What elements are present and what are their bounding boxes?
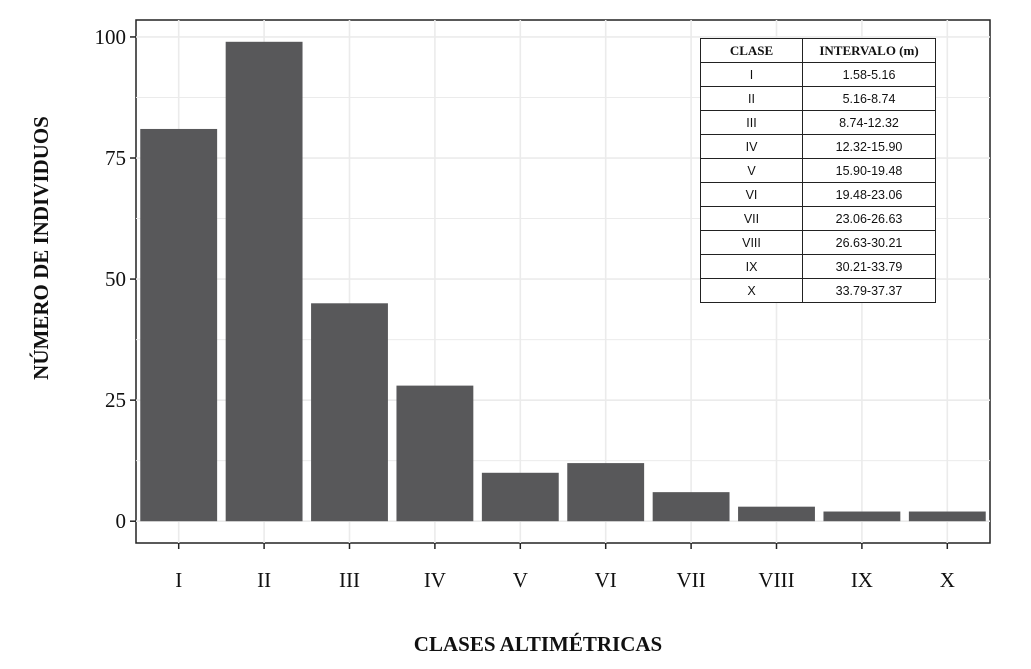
table-row: VIII 26.63-30.21 bbox=[700, 230, 936, 255]
bar-VI bbox=[567, 463, 645, 522]
table-cell-intervalo: 26.63-30.21 bbox=[802, 230, 936, 255]
table-cell-clase: I bbox=[700, 62, 803, 87]
x-tick-label: VI bbox=[595, 568, 617, 592]
table-cell-intervalo: 19.48-23.06 bbox=[802, 182, 936, 207]
table-cell-clase: VIII bbox=[700, 230, 803, 255]
table-row: III 8.74-12.32 bbox=[700, 110, 936, 135]
table-cell-intervalo: 8.74-12.32 bbox=[802, 110, 936, 135]
x-axis: I II III IV V VI VII VIII IX X bbox=[175, 543, 955, 592]
table-header-clase: CLASE bbox=[700, 38, 803, 63]
y-tick-label: 0 bbox=[116, 509, 127, 533]
x-tick-label: VII bbox=[677, 568, 706, 592]
bar-VIII bbox=[738, 506, 815, 522]
table-cell-intervalo: 23.06-26.63 bbox=[802, 206, 936, 231]
table-row: II 5.16-8.74 bbox=[700, 86, 936, 111]
table-header-intervalo: INTERVALO (m) bbox=[802, 38, 936, 63]
table-row: IV 12.32-15.90 bbox=[700, 134, 936, 159]
y-axis-title: NÚMERO DE INDIVIDUOS bbox=[29, 116, 53, 380]
y-axis: 0 25 50 75 100 bbox=[95, 25, 136, 533]
bar-II bbox=[225, 41, 303, 522]
y-tick-label: 75 bbox=[105, 146, 126, 170]
x-tick-label: IV bbox=[424, 568, 446, 592]
table-cell-intervalo: 33.79-37.37 bbox=[802, 278, 936, 303]
x-tick-label: III bbox=[339, 568, 360, 592]
bars bbox=[140, 41, 986, 522]
table-cell-clase: VI bbox=[700, 182, 803, 207]
table-cell-clase: X bbox=[700, 278, 803, 303]
table-cell-clase: III bbox=[700, 110, 803, 135]
bar-VII bbox=[652, 492, 730, 522]
x-tick-label: VIII bbox=[758, 568, 794, 592]
table-header-row: CLASE INTERVALO (m) bbox=[700, 38, 936, 63]
bar-X bbox=[908, 511, 986, 522]
x-tick-label: V bbox=[513, 568, 528, 592]
x-axis-title: CLASES ALTIMÉTRICAS bbox=[414, 632, 662, 656]
x-tick-label: X bbox=[940, 568, 955, 592]
table-row: VI 19.48-23.06 bbox=[700, 182, 936, 207]
bar-IV bbox=[396, 385, 474, 522]
bar-I bbox=[140, 128, 218, 522]
table-cell-intervalo: 5.16-8.74 bbox=[802, 86, 936, 111]
x-tick-label: IX bbox=[851, 568, 873, 592]
bar-IX bbox=[823, 511, 901, 522]
x-tick-label: I bbox=[175, 568, 182, 592]
table-cell-intervalo: 12.32-15.90 bbox=[802, 134, 936, 159]
table-cell-clase: IV bbox=[700, 134, 803, 159]
table-row: V 15.90-19.48 bbox=[700, 158, 936, 183]
table-cell-intervalo: 15.90-19.48 bbox=[802, 158, 936, 183]
table-row: X 33.79-37.37 bbox=[700, 278, 936, 303]
table-row: IX 30.21-33.79 bbox=[700, 254, 936, 279]
bar-V bbox=[481, 472, 559, 522]
table-cell-intervalo: 30.21-33.79 bbox=[802, 254, 936, 279]
table-row: VII 23.06-26.63 bbox=[700, 206, 936, 231]
table-cell-clase: V bbox=[700, 158, 803, 183]
table-cell-clase: VII bbox=[700, 206, 803, 231]
table-cell-clase: IX bbox=[700, 254, 803, 279]
table-body: I 1.58-5.16 II 5.16-8.74 III 8.74-12.32 IV 12.3… bbox=[700, 62, 936, 303]
bar-III bbox=[311, 303, 388, 522]
y-tick-label: 25 bbox=[105, 388, 126, 412]
class-interval-table: CLASE INTERVALO (m) I 1.58-5.16 II 5.16-8.7… bbox=[700, 38, 936, 303]
table-cell-intervalo: 1.58-5.16 bbox=[802, 62, 936, 87]
table-row: I 1.58-5.16 bbox=[700, 62, 936, 87]
x-tick-label: II bbox=[257, 568, 271, 592]
table-cell-clase: II bbox=[700, 86, 803, 111]
y-tick-label: 100 bbox=[95, 25, 127, 49]
y-tick-label: 50 bbox=[105, 267, 126, 291]
